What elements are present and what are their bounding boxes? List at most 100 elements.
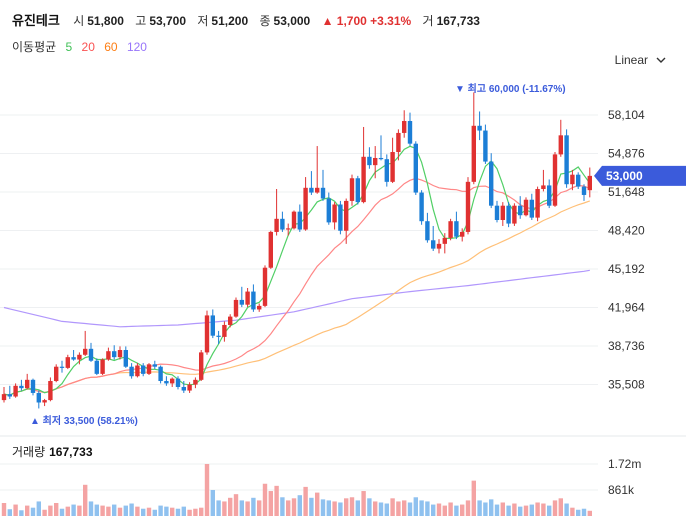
volume-bar bbox=[326, 500, 331, 516]
volume-bar bbox=[286, 500, 291, 516]
open-value: 51,800 bbox=[87, 14, 124, 28]
candle-body bbox=[199, 352, 204, 380]
price-tick-label: 58,104 bbox=[608, 108, 645, 122]
candle-body bbox=[494, 205, 500, 221]
candle-body bbox=[204, 315, 210, 353]
volume-bar bbox=[77, 505, 82, 516]
candle bbox=[320, 169, 326, 201]
volume-bar bbox=[407, 502, 413, 516]
volume-bar bbox=[442, 505, 447, 516]
candle-body bbox=[175, 378, 181, 387]
candle bbox=[146, 363, 152, 376]
candle bbox=[483, 124, 488, 164]
candle bbox=[344, 198, 349, 244]
volume-bar bbox=[338, 502, 343, 516]
volume-bar bbox=[54, 503, 59, 516]
volume-bar bbox=[245, 501, 250, 516]
candle-body bbox=[344, 200, 349, 231]
candle-body bbox=[454, 221, 459, 237]
candle-body bbox=[355, 178, 360, 203]
volume-bar bbox=[552, 500, 558, 516]
volume-bar bbox=[152, 509, 157, 516]
candle bbox=[25, 373, 30, 390]
volume-bar bbox=[564, 503, 569, 516]
candle-body bbox=[106, 351, 111, 360]
candle bbox=[112, 345, 117, 360]
candle-body bbox=[506, 205, 511, 224]
volume-bar bbox=[518, 506, 523, 516]
candle-body bbox=[378, 157, 384, 160]
candle-body bbox=[280, 218, 285, 230]
candle-body bbox=[303, 187, 308, 230]
candle-body bbox=[552, 154, 558, 206]
candle bbox=[460, 228, 465, 242]
volume-bar bbox=[309, 497, 314, 516]
candle bbox=[361, 126, 366, 204]
volume-label: 거 bbox=[422, 14, 434, 28]
candle bbox=[19, 379, 24, 391]
candle-body bbox=[581, 186, 587, 195]
candle-body bbox=[152, 364, 157, 367]
candle-body bbox=[547, 185, 552, 206]
candle bbox=[512, 203, 517, 226]
candle-body bbox=[245, 291, 250, 305]
candle bbox=[373, 146, 378, 179]
volume-bar bbox=[158, 505, 163, 516]
candle bbox=[245, 287, 250, 308]
candle-body bbox=[315, 187, 320, 193]
candle-body bbox=[448, 221, 453, 238]
chevron-down-icon bbox=[656, 56, 666, 67]
candle-body bbox=[19, 385, 24, 389]
candle-body bbox=[146, 364, 152, 374]
candle-body bbox=[77, 354, 82, 360]
candle bbox=[448, 218, 453, 241]
volume-bar bbox=[13, 504, 18, 516]
candle bbox=[233, 297, 239, 318]
candle bbox=[193, 377, 198, 389]
candle-body bbox=[262, 267, 268, 306]
volume-bar bbox=[1, 503, 7, 516]
candle bbox=[7, 385, 12, 399]
volume-bar bbox=[384, 503, 389, 516]
volume-tick-label: 861k bbox=[608, 483, 635, 497]
candle bbox=[477, 111, 482, 141]
ma20-label: 20 bbox=[81, 40, 95, 54]
candle bbox=[222, 321, 227, 342]
candle-body bbox=[65, 357, 70, 368]
candle bbox=[42, 398, 47, 407]
candle bbox=[564, 129, 569, 188]
volume-bar bbox=[239, 500, 244, 516]
volume-bar bbox=[274, 485, 279, 516]
volume-value: 167,733 bbox=[436, 14, 480, 28]
candle bbox=[152, 360, 157, 370]
volume-bar bbox=[135, 506, 140, 516]
low-price-marker: ▲ 최저 33,500 (58.21%) bbox=[30, 414, 138, 427]
candle-body bbox=[30, 379, 36, 393]
volume-bar bbox=[94, 504, 99, 516]
volume-bar bbox=[494, 504, 500, 516]
candle-body bbox=[576, 174, 581, 187]
volume-bar bbox=[222, 501, 227, 516]
close-value: 53,000 bbox=[273, 14, 311, 28]
price-tick-label: 38,736 bbox=[608, 339, 645, 353]
volume-bar bbox=[280, 497, 285, 516]
volume-bar bbox=[164, 506, 169, 516]
moving-average-legend[interactable]: 이동평균 5 20 60 120 bbox=[12, 38, 153, 55]
volume-bar bbox=[489, 499, 494, 516]
volume-bar bbox=[541, 503, 546, 516]
volume-bar bbox=[355, 500, 360, 516]
volume-panel-label: 거래량 bbox=[12, 445, 46, 459]
scale-select[interactable]: Linear bbox=[615, 53, 666, 67]
candle-body bbox=[112, 351, 117, 358]
volume-bar bbox=[587, 510, 592, 516]
candle-body bbox=[216, 335, 221, 337]
volume-bar bbox=[570, 507, 575, 516]
volume-bar bbox=[303, 486, 308, 516]
volume-bar bbox=[419, 500, 424, 516]
volume-bar bbox=[170, 507, 175, 516]
volume-bar bbox=[523, 505, 529, 516]
candle-body bbox=[518, 205, 523, 216]
candle-body bbox=[384, 159, 389, 182]
open-label: 시 bbox=[73, 14, 85, 28]
